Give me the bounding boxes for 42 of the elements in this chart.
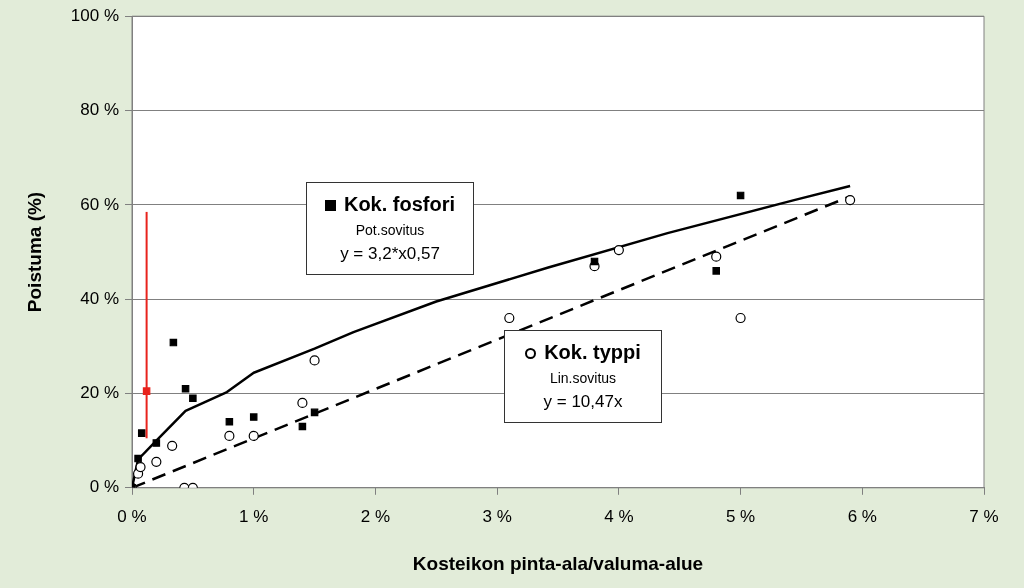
point: [735, 312, 746, 324]
y-tick-label: 100 %: [70, 5, 119, 25]
point: [152, 439, 161, 447]
x-tick-label: 6 %: [847, 506, 877, 526]
x-tick-label: 4 %: [604, 506, 634, 526]
point: [224, 430, 235, 442]
y-tick-label: 40 %: [80, 288, 119, 308]
legend-label: Kok. fosfori: [342, 193, 457, 216]
y-tick-label: 80 %: [80, 100, 119, 120]
point: [137, 429, 146, 437]
x-tick-label: 0 %: [117, 506, 147, 526]
point: [613, 245, 624, 256]
annotation: y = 10,47x: [542, 392, 624, 412]
point: [151, 456, 162, 467]
point: [504, 312, 515, 324]
point: [134, 454, 142, 463]
y-tick-label: 60 %: [80, 194, 119, 214]
point: [309, 355, 320, 366]
point: [189, 394, 197, 402]
y-tick-label: 20 %: [80, 383, 119, 403]
point: [711, 251, 722, 262]
point: [181, 384, 190, 393]
y-axis-title: Poistuma (%): [23, 191, 45, 313]
x-tick-label: 7 %: [969, 506, 999, 526]
x-tick-label: 1 %: [239, 506, 269, 526]
point: [845, 195, 856, 206]
point: [712, 267, 721, 275]
point: [167, 440, 178, 451]
point: [297, 397, 308, 409]
legend-label: Kok. typpi: [543, 341, 642, 364]
annotation: Lin.sovitus: [548, 370, 618, 386]
x-tick-label: 2 %: [360, 506, 391, 526]
y-tick-label: 0 %: [89, 477, 119, 497]
point: [225, 417, 234, 426]
annotation: y = 3,2*x0,57: [339, 244, 441, 264]
annotation: Pot.sovitus: [354, 222, 426, 238]
x-tick-label: 5 %: [725, 506, 756, 526]
point: [135, 461, 146, 473]
x-tick-label: 3 %: [482, 506, 512, 526]
point: [249, 413, 258, 421]
x-axis-title: Kosteikon pinta-ala/valuma-alue: [412, 552, 704, 574]
point: [248, 430, 259, 442]
